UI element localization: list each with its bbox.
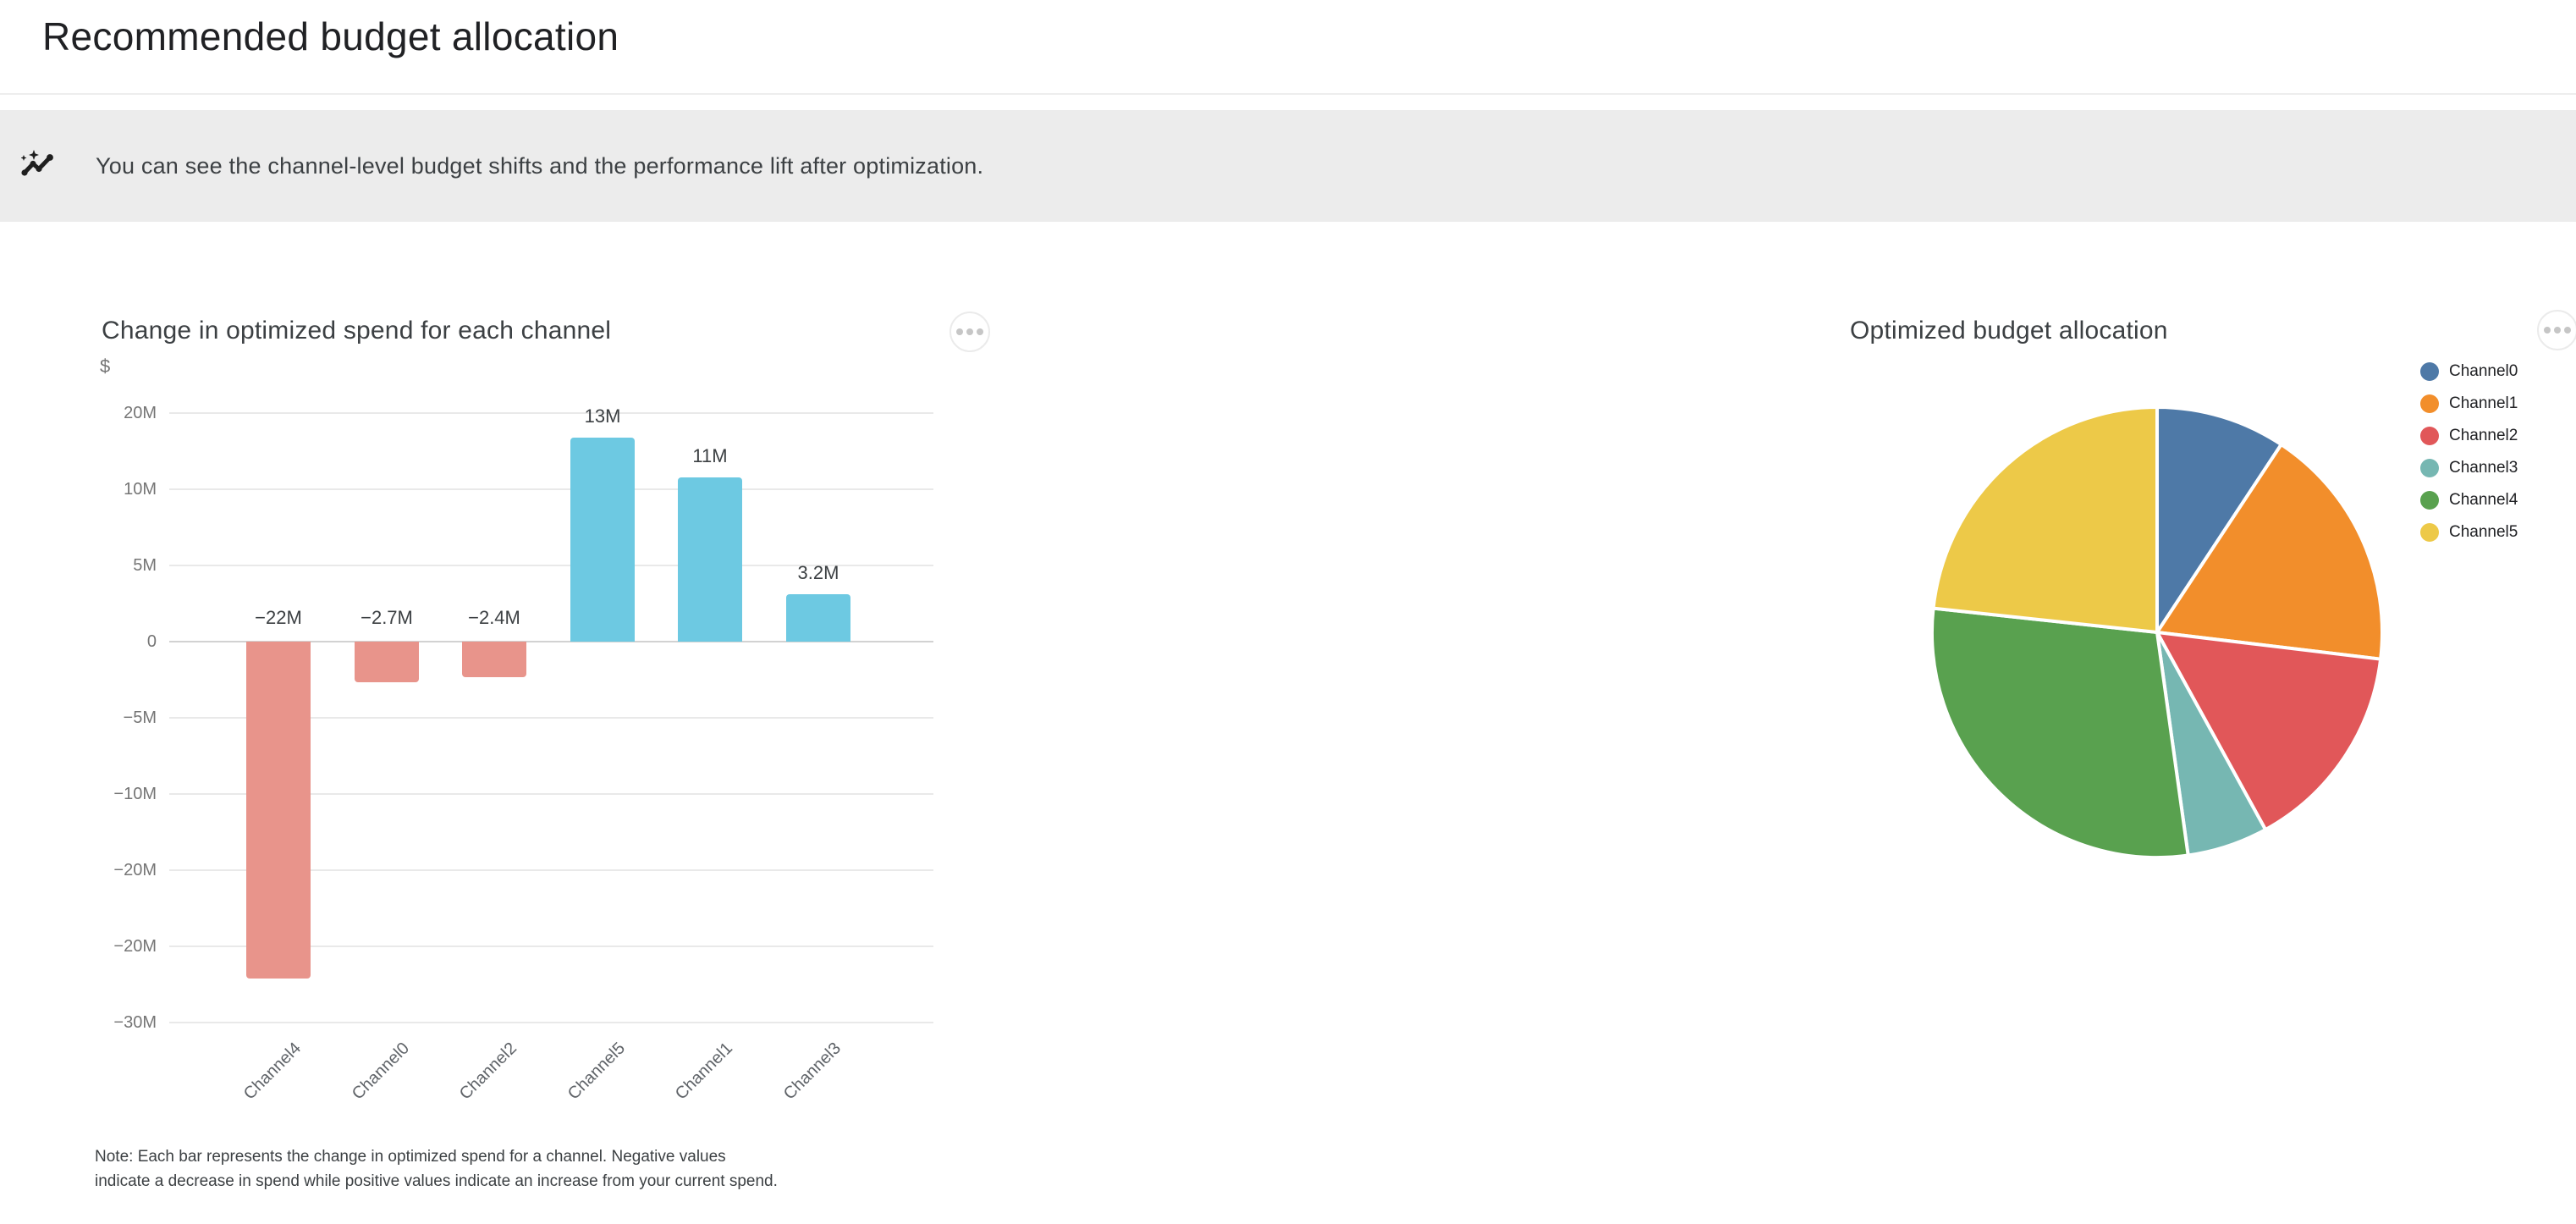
y-tick-label: 10M <box>124 480 157 499</box>
header-divider <box>0 93 2576 95</box>
ellipsis-icon <box>2554 327 2561 334</box>
bar-value-label: 13M <box>584 405 621 427</box>
pie-slice-channel5[interactable] <box>1931 405 2159 634</box>
legend-swatch <box>2420 394 2439 413</box>
y-tick-label: 0 <box>146 632 157 651</box>
y-axis-currency-label: $ <box>100 356 111 377</box>
bar-value-label: 3.2M <box>797 562 839 583</box>
legend-swatch <box>2420 362 2439 381</box>
bar-channel2[interactable] <box>462 642 526 677</box>
bar-chart-note: Note: Each bar represents the change in … <box>95 1148 778 1190</box>
bar-channel1[interactable] <box>678 477 742 642</box>
pie-slice-channel2[interactable] <box>2155 631 2383 832</box>
legend-swatch <box>2420 491 2439 510</box>
bar-channel0[interactable] <box>355 642 419 682</box>
bar-channel5[interactable] <box>570 438 635 642</box>
bar-channel4[interactable] <box>246 642 311 979</box>
legend-item-channel2[interactable]: Channel2 <box>2420 427 2518 445</box>
legend-item-channel5[interactable]: Channel5 <box>2420 523 2518 542</box>
ellipsis-icon <box>956 328 963 335</box>
legend-label: Channel5 <box>2449 523 2518 541</box>
legend-swatch <box>2420 427 2439 445</box>
legend-item-channel4[interactable]: Channel4 <box>2420 491 2518 510</box>
legend-label: Channel3 <box>2449 459 2518 477</box>
legend-label: Channel1 <box>2449 394 2518 412</box>
legend-label: Channel2 <box>2449 427 2518 444</box>
pie-chart-menu-button[interactable] <box>2537 310 2576 350</box>
y-tick-label: 5M <box>133 556 157 575</box>
bar-value-label: 11M <box>692 445 728 466</box>
page-title: Recommended budget allocation <box>42 14 619 58</box>
legend-label: Channel4 <box>2449 491 2518 509</box>
ellipsis-icon <box>966 328 973 335</box>
info-banner <box>0 110 2576 222</box>
gridline <box>169 717 933 719</box>
bar-value-label: −22M <box>255 607 302 628</box>
pie-chart-title: Optimized budget allocation <box>1850 317 2168 345</box>
y-tick-label: −10M <box>113 785 157 803</box>
y-tick-label: −20M <box>113 937 157 956</box>
pie-slice-channel1[interactable] <box>2155 443 2384 661</box>
gridline <box>169 1022 933 1023</box>
bar-chart-title: Change in optimized spend for each chann… <box>102 317 612 345</box>
gridline <box>169 869 933 871</box>
legend-item-channel0[interactable]: Channel0 <box>2420 362 2518 381</box>
gridline <box>169 488 933 490</box>
bar-value-label: −2.4M <box>468 607 520 628</box>
legend-swatch <box>2420 459 2439 477</box>
pie-slice-channel0[interactable] <box>2155 405 2283 634</box>
legend-item-channel3[interactable]: Channel3 <box>2420 459 2518 477</box>
ellipsis-icon <box>2544 327 2551 334</box>
pie-chart <box>1929 405 2384 860</box>
gridline <box>169 946 933 947</box>
gridline <box>169 565 933 566</box>
bar-value-label: −2.7M <box>361 607 413 628</box>
y-tick-label: 20M <box>124 404 157 422</box>
gridline <box>169 793 933 795</box>
ellipsis-icon <box>2564 327 2571 334</box>
legend-swatch <box>2420 523 2439 542</box>
y-tick-label: −30M <box>113 1013 157 1032</box>
ellipsis-icon <box>977 328 983 335</box>
legend-item-channel1[interactable]: Channel1 <box>2420 394 2518 413</box>
banner-text: You can see the channel-level budget shi… <box>96 152 984 179</box>
insights-sparkle-icon <box>21 150 53 176</box>
bar-chart-menu-button[interactable] <box>949 312 990 352</box>
legend-label: Channel0 <box>2449 362 2518 380</box>
y-tick-label: −5M <box>123 708 157 727</box>
gridline <box>169 412 933 414</box>
y-tick-label: −20M <box>113 861 157 879</box>
gridline <box>169 641 933 642</box>
bar-channel3[interactable] <box>786 594 850 642</box>
pie-slice-channel4[interactable] <box>1929 606 2190 860</box>
